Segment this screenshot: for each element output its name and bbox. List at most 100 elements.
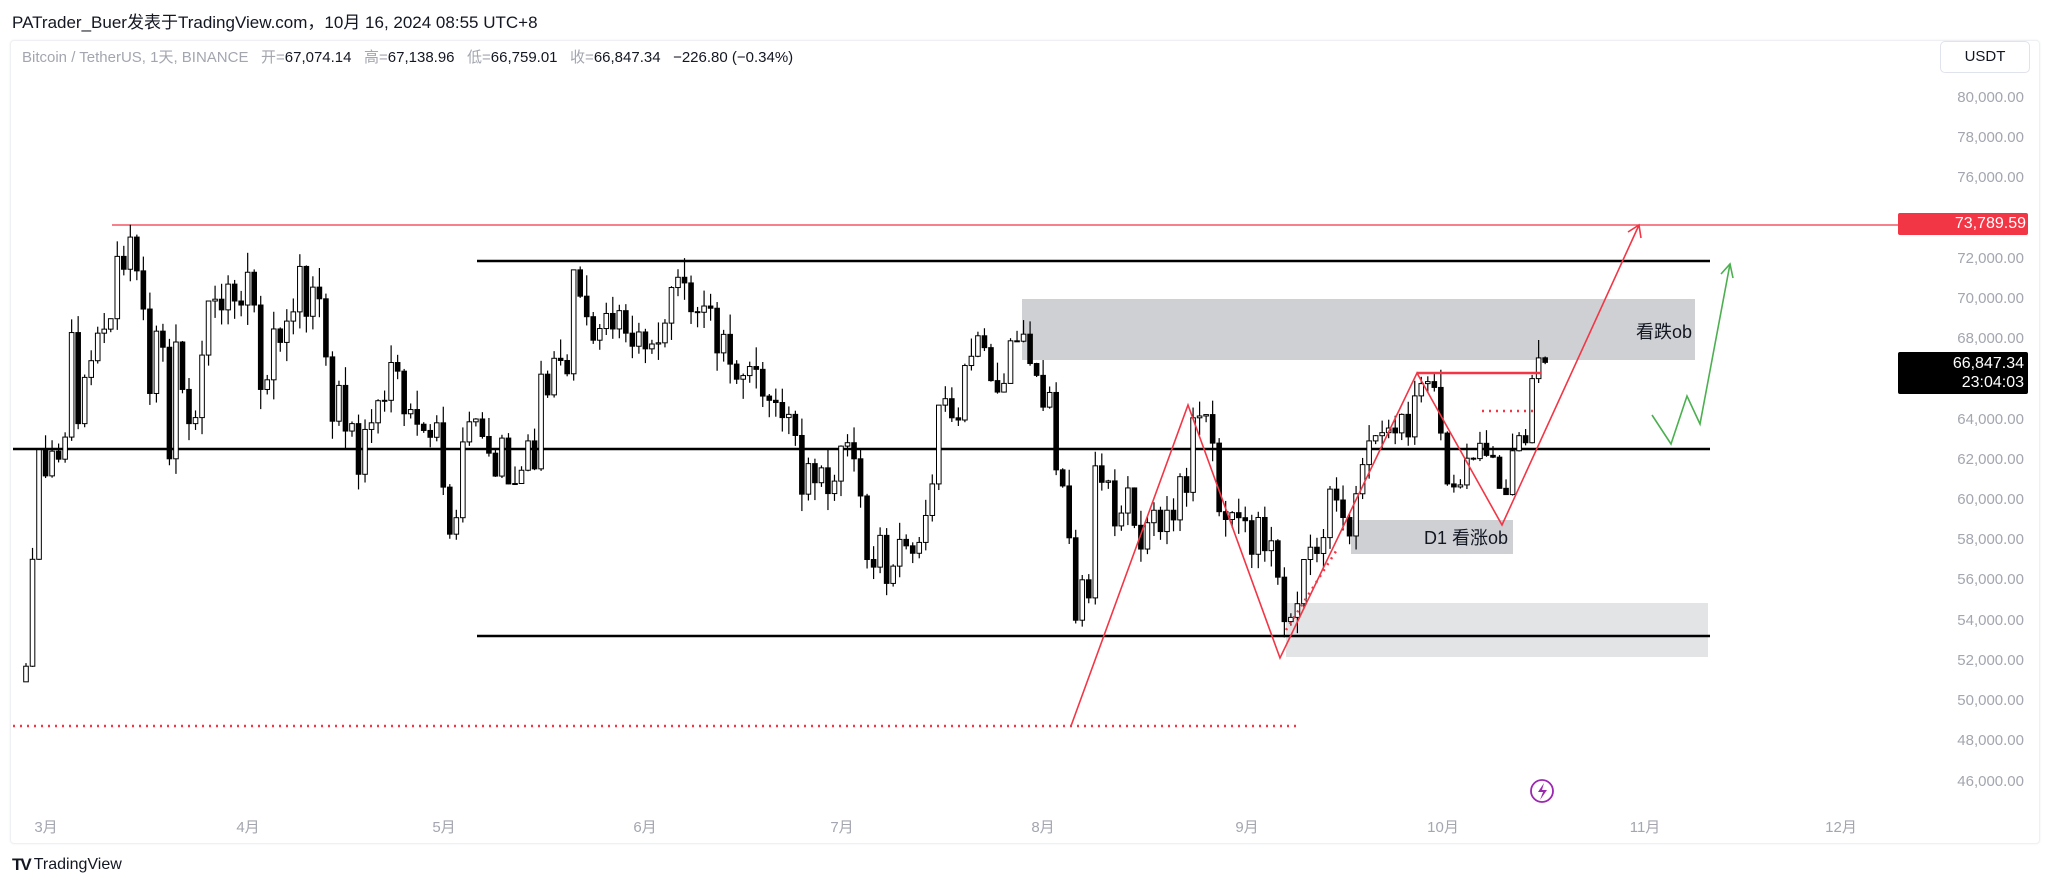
low-value: 66,759.01 — [490, 49, 558, 66]
candle-up — [1001, 382, 1007, 393]
candle-down — [1014, 340, 1020, 343]
candle-up — [1268, 540, 1275, 552]
candle-down — [949, 398, 955, 419]
candle-down — [994, 380, 1001, 393]
candle-down — [779, 402, 786, 419]
candle-down — [1333, 488, 1340, 501]
month-tick: 12月 — [1825, 819, 1857, 836]
projection-path[interactable] — [1651, 263, 1731, 446]
candle-up — [1177, 476, 1183, 521]
candle-down — [1392, 427, 1399, 434]
candle-up — [270, 328, 277, 381]
candle-up — [740, 375, 747, 380]
candle-up — [1255, 516, 1262, 555]
candle-up — [36, 449, 42, 560]
candle-down — [1275, 540, 1281, 578]
candle-down — [688, 282, 694, 313]
candle-down — [955, 417, 962, 421]
candle-down — [577, 269, 584, 297]
candle-up — [114, 255, 121, 320]
candle-up — [596, 328, 603, 341]
candle-down — [42, 449, 49, 477]
candle-up — [460, 441, 466, 519]
price-tick: 78,000.00 — [1957, 129, 2024, 146]
candle-down — [714, 307, 720, 354]
candle-down — [440, 422, 447, 488]
bar-countdown: 23:04:03 — [1961, 374, 2024, 391]
bearish-ob-zone[interactable] — [1022, 299, 1695, 360]
candle-down — [870, 558, 877, 568]
candle-up — [818, 467, 825, 484]
candle-up — [1007, 340, 1014, 384]
candle-down — [420, 423, 427, 431]
candle-up — [1379, 432, 1385, 437]
candle-up — [1301, 558, 1307, 605]
candle-up — [381, 399, 388, 402]
candle-up — [890, 565, 896, 584]
chart-frame[interactable] — [10, 40, 2040, 844]
candle-up — [388, 362, 394, 401]
candle-up — [746, 366, 753, 377]
symbol-name[interactable]: Bitcoin / TetherUS, 1天, BINANCE — [22, 49, 249, 66]
bullish-ob-label: D1 看涨ob — [1424, 528, 1508, 548]
candle-down — [134, 236, 140, 272]
candle-up — [720, 333, 727, 354]
candle-down — [909, 545, 916, 554]
month-tick: 3月 — [34, 819, 58, 836]
candle-up — [636, 331, 642, 347]
support-zone[interactable] — [1286, 603, 1708, 657]
price-tick: 54,000.00 — [1957, 612, 2024, 629]
candle-down — [610, 312, 616, 330]
candle-up — [23, 665, 29, 683]
candle-down — [1242, 517, 1249, 522]
candle-up — [675, 276, 681, 289]
candle-up — [805, 463, 812, 495]
candle-up — [433, 422, 440, 438]
candle-up — [1229, 512, 1236, 520]
candle-up — [1359, 464, 1366, 495]
lightning-icon[interactable] — [1530, 779, 1554, 803]
candle-down — [160, 330, 166, 348]
candle-down — [251, 271, 257, 306]
candle-down — [694, 311, 701, 314]
candle-down — [1085, 579, 1092, 599]
candle-down — [1053, 391, 1059, 471]
open-value: 67,074.14 — [284, 49, 352, 66]
candle-up — [1105, 480, 1112, 483]
candle-down — [557, 357, 564, 362]
candle-down — [140, 270, 147, 310]
bullish-ob-zone[interactable] — [1351, 520, 1513, 554]
candle-up — [310, 286, 316, 317]
candle-down — [1444, 432, 1451, 485]
price-tick: 56,000.00 — [1957, 571, 2024, 588]
candle-down — [707, 305, 714, 309]
candle-up — [375, 400, 381, 424]
candle-up — [701, 305, 707, 313]
candle-up — [466, 421, 473, 443]
zigzag-path[interactable] — [1070, 224, 1640, 727]
candle-up — [877, 534, 883, 568]
candle-down — [1340, 499, 1346, 518]
candle-down — [1483, 442, 1490, 456]
candle-up — [1366, 440, 1372, 466]
candle-up — [1327, 488, 1333, 539]
candle-down — [1138, 524, 1144, 550]
projection-arrow-head — [1720, 262, 1734, 279]
candle-down — [1451, 483, 1457, 488]
candle-up — [1372, 435, 1379, 442]
currency-button[interactable]: USDT — [1940, 41, 2030, 73]
candle-up — [153, 330, 160, 394]
candle-up — [1418, 383, 1425, 397]
tradingview-logo[interactable]: TV TradingView — [12, 855, 122, 875]
last-price: 66,847.34 — [1952, 355, 2024, 372]
candle-down — [1248, 520, 1255, 555]
candle-down — [1033, 363, 1040, 376]
candle-down — [773, 399, 779, 404]
candle-down — [733, 363, 740, 380]
candle-down — [414, 409, 420, 425]
candle-up — [1425, 381, 1431, 385]
candle-up — [518, 469, 525, 485]
candle-up — [205, 300, 212, 356]
candle-up — [473, 418, 479, 423]
